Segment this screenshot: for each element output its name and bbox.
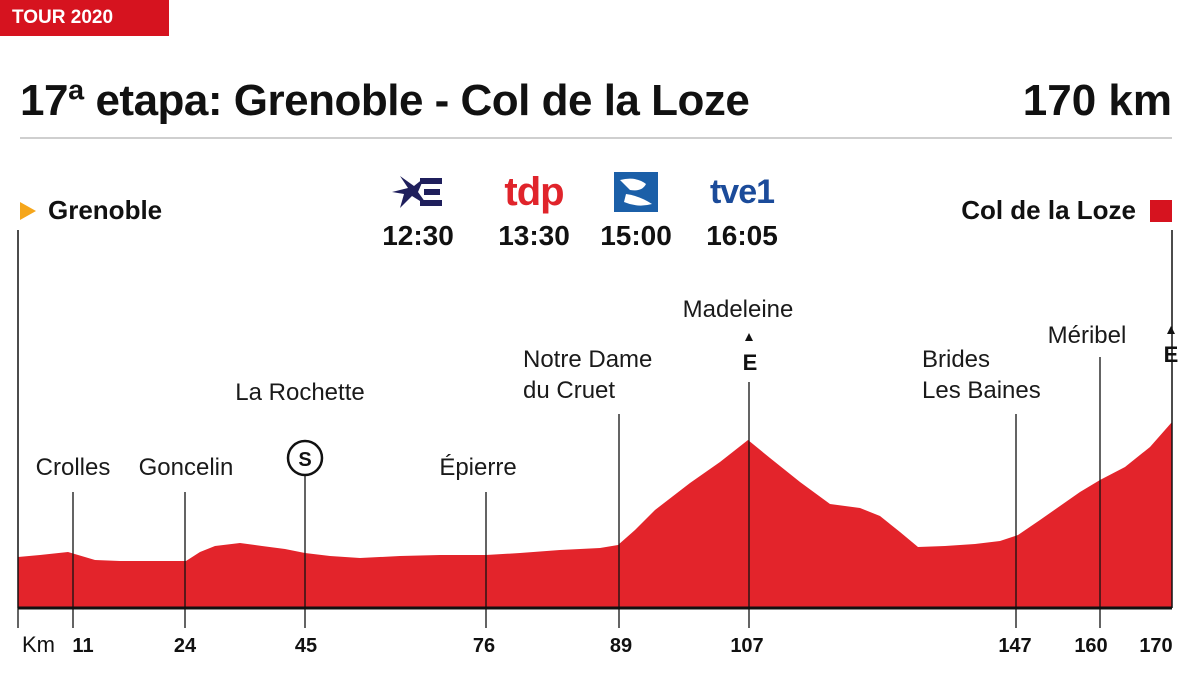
finish-name: Col de la Loze	[961, 195, 1136, 225]
tve1-logo: tve1	[709, 172, 775, 211]
point-label-la-rochette: La Rochette	[235, 379, 364, 406]
stage-distance: 170 km	[1022, 76, 1172, 125]
km-tick-147: 147	[998, 635, 1031, 657]
finish-arrow-icon	[1167, 326, 1175, 334]
km-tick-76: 76	[473, 635, 495, 657]
km-tick-107: 107	[730, 635, 763, 657]
point-label-madeleine: Madeleine	[683, 296, 794, 323]
broadcast-tdp: tdp 13:30	[484, 170, 584, 252]
finish-square-icon	[1150, 199, 1172, 222]
peak-arrow-icon	[745, 333, 753, 341]
stage-title: 17ª etapa: Grenoble - Col de la Loze	[20, 76, 750, 125]
point-label-crolles: Crolles	[36, 454, 111, 481]
start-name: Grenoble	[48, 195, 163, 225]
broadcast-tve1: tve1 16:05	[692, 170, 792, 252]
km-tick-160: 160	[1074, 635, 1107, 657]
profile-area	[18, 422, 1172, 608]
broadcast-time: 13:30	[498, 220, 570, 251]
point-label-brides-2: Les Baines	[922, 377, 1041, 404]
start-triangle-icon	[20, 201, 36, 220]
km-tick-11: 11	[72, 635, 93, 657]
km-tick-24: 24	[174, 635, 197, 657]
climb-mark-finish: E	[1164, 342, 1179, 367]
km-tick-170: 170	[1139, 635, 1172, 657]
broadcast-time: 16:05	[706, 220, 778, 251]
point-label-goncelin: Goncelin	[139, 454, 234, 481]
sprint-badge-icon	[286, 439, 324, 477]
point-label-brides-1: Brides	[922, 346, 990, 373]
broadcast-eurosport: 12:30	[368, 170, 468, 252]
tdp-logo: tdp	[504, 169, 564, 214]
title-divider	[20, 137, 1172, 139]
broadcast-gol: 15:00	[586, 170, 686, 252]
finish-location: Col de la Loze	[961, 195, 1172, 226]
point-label-epierre: Épierre	[439, 454, 516, 481]
broadcast-time: 12:30	[382, 220, 454, 251]
eurosport-icon	[392, 176, 442, 208]
point-label-notre-dame-1: Notre Dame	[523, 346, 652, 373]
km-axis-label: Km	[22, 632, 55, 657]
start-location: Grenoble	[20, 195, 162, 226]
gol-icon	[614, 172, 658, 212]
km-tick-89: 89	[610, 635, 632, 657]
tour-tag: TOUR 2020	[0, 0, 169, 36]
km-tick-45: 45	[295, 635, 317, 657]
sprint-badge-letter: S	[298, 449, 311, 471]
climb-mark-madeleine: E	[743, 350, 758, 375]
point-label-meribel: Méribel	[1048, 322, 1127, 349]
broadcast-time: 15:00	[600, 220, 672, 251]
point-label-notre-dame-2: du Cruet	[523, 377, 615, 404]
